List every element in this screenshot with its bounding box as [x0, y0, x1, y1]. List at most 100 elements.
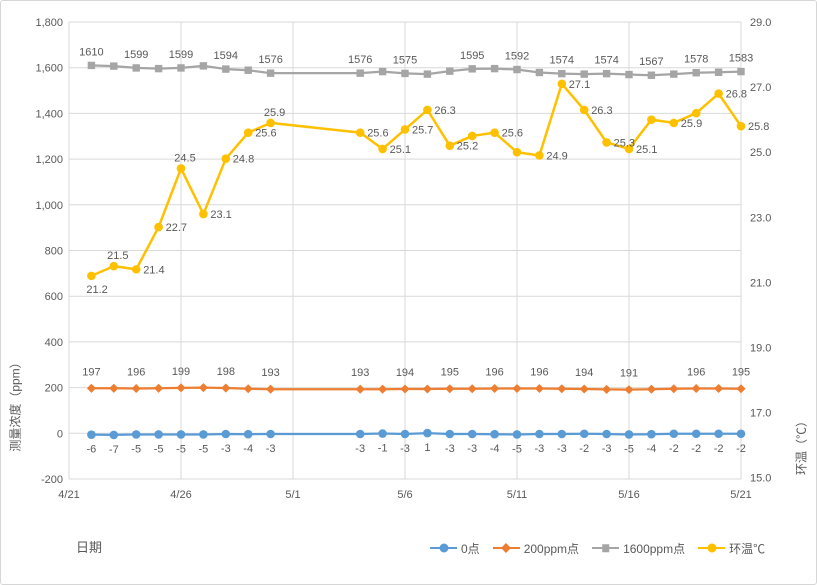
- data-label: 196: [485, 367, 503, 379]
- data-point-marker: [243, 384, 253, 394]
- data-point-marker: [131, 265, 141, 274]
- data-label: 194: [396, 367, 414, 379]
- legend-item-0point: 0点: [430, 540, 480, 557]
- x-tick-label: 5/6: [397, 489, 412, 501]
- data-point-marker: [647, 429, 656, 439]
- data-point-marker: [222, 65, 230, 73]
- data-label: -4: [647, 443, 657, 455]
- data-label: -7: [109, 444, 119, 456]
- data-point-marker: [131, 383, 141, 394]
- data-point-marker: [535, 429, 544, 439]
- data-point-marker: [602, 429, 611, 439]
- data-point-marker: [198, 383, 208, 393]
- data-label: -5: [199, 443, 209, 455]
- data-point-marker: [691, 383, 701, 394]
- data-label: -6: [87, 444, 97, 456]
- data-point-marker: [579, 105, 589, 115]
- x-tick-label: 4/26: [170, 489, 191, 501]
- data-label: 196: [687, 367, 705, 379]
- y-left-tick-label: 400: [45, 337, 63, 349]
- data-point-marker: [468, 65, 476, 73]
- data-label: 25.1: [390, 144, 411, 156]
- data-label: 197: [82, 366, 100, 378]
- data-point-marker: [736, 384, 746, 394]
- y-right-tick-label: 29.0: [750, 17, 771, 29]
- data-label: 25.9: [681, 118, 702, 130]
- y-left-tick-label: 1,600: [35, 63, 63, 75]
- data-label: -5: [154, 443, 164, 455]
- data-point-marker: [87, 430, 96, 439]
- data-point-marker: [243, 128, 253, 137]
- y-left-tick-label: 1,800: [35, 17, 63, 29]
- data-label: 1610: [79, 46, 103, 58]
- data-point-marker: [714, 89, 723, 98]
- y-left-tick-label: 600: [45, 291, 63, 303]
- x-tick-label: 5/16: [618, 489, 639, 501]
- data-point-marker: [445, 384, 455, 394]
- data-point-marker: [557, 79, 567, 89]
- data-label: 21.4: [143, 264, 164, 276]
- legend-marker-square-icon: [592, 543, 620, 554]
- data-point-marker: [221, 383, 231, 393]
- data-label: 196: [530, 367, 548, 379]
- data-label: -3: [467, 443, 477, 455]
- data-label: 22.7: [166, 222, 187, 234]
- data-point-marker: [109, 430, 119, 440]
- data-label: -2: [579, 443, 589, 455]
- legend-marker-circle-icon: [430, 543, 457, 554]
- data-point-marker: [132, 64, 140, 72]
- data-point-marker: [513, 65, 521, 74]
- data-point-marker: [176, 430, 186, 439]
- data-label: 193: [351, 367, 369, 379]
- data-label: 1576: [348, 54, 372, 66]
- data-label: -1: [378, 443, 388, 455]
- data-point-marker: [557, 384, 567, 394]
- data-point-marker: [646, 384, 656, 394]
- data-point-marker: [400, 429, 410, 439]
- legend-label: 0点: [461, 541, 480, 556]
- data-point-marker: [177, 64, 185, 72]
- data-point-marker: [176, 383, 186, 393]
- data-point-marker: [176, 164, 186, 173]
- data-label: 25.3: [614, 137, 635, 149]
- data-label: 1599: [169, 49, 193, 61]
- data-label: 195: [441, 367, 459, 379]
- data-point-marker: [714, 429, 723, 439]
- data-label: -3: [445, 443, 455, 455]
- data-point-marker: [467, 384, 477, 394]
- data-point-marker: [400, 125, 410, 134]
- legend-label: 1600ppm点: [623, 541, 686, 556]
- data-point-marker: [109, 383, 119, 393]
- data-point-marker: [602, 138, 611, 147]
- data-point-marker: [647, 71, 656, 79]
- y-right-tick-label: 21.0: [750, 277, 771, 289]
- data-point-marker: [266, 384, 276, 394]
- data-point-marker: [154, 64, 163, 73]
- data-point-marker: [512, 383, 522, 394]
- series-line-0: [90, 431, 743, 437]
- data-point-marker: [736, 121, 746, 131]
- legend-label: 200ppm点: [523, 541, 580, 556]
- data-label: 1594: [214, 50, 238, 62]
- legend-marker-diamond-icon: [492, 543, 520, 554]
- legend-label: 环温℃: [729, 541, 766, 556]
- data-label: 1592: [505, 51, 529, 63]
- data-label: -2: [714, 443, 724, 455]
- data-label: 26.8: [726, 89, 747, 101]
- y-right-tick-label: 27.0: [750, 82, 771, 94]
- data-point-marker: [87, 61, 96, 70]
- data-point-marker: [669, 384, 679, 394]
- data-label: 26.3: [434, 105, 455, 117]
- data-point-marker: [378, 67, 387, 76]
- data-label: 198: [217, 366, 235, 378]
- data-point-marker: [535, 151, 544, 160]
- data-point-marker: [467, 131, 477, 141]
- data-label: 26.3: [591, 105, 612, 117]
- data-label: -2: [691, 443, 701, 455]
- data-point-marker: [154, 383, 164, 393]
- y-right-tick-label: 25.0: [750, 147, 771, 159]
- data-label: 191: [620, 368, 638, 380]
- data-label: -5: [176, 443, 186, 455]
